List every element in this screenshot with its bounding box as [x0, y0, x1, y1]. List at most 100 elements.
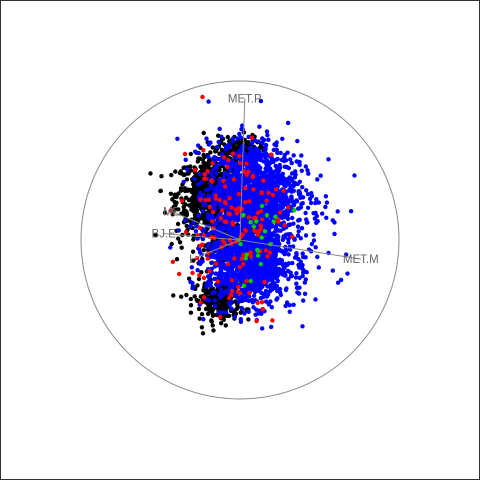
data-point	[210, 145, 215, 150]
data-point	[191, 206, 196, 211]
data-point	[259, 300, 265, 305]
anchor-label: L	[189, 254, 196, 266]
data-point	[291, 302, 296, 307]
data-point	[323, 194, 329, 199]
data-point	[220, 208, 225, 213]
data-point	[185, 171, 190, 176]
data-point	[240, 306, 245, 312]
data-point	[296, 218, 301, 223]
data-point	[224, 204, 230, 210]
data-point	[192, 294, 197, 299]
data-point	[345, 271, 350, 276]
data-point	[175, 221, 181, 227]
data-point	[281, 182, 287, 187]
data-point	[148, 171, 153, 176]
data-point	[233, 279, 239, 284]
data-point	[251, 187, 256, 192]
data-point	[222, 240, 227, 245]
points-layer	[148, 94, 357, 336]
data-point	[300, 185, 305, 190]
data-point	[316, 265, 321, 270]
data-point	[169, 241, 174, 247]
data-point	[213, 271, 218, 276]
data-point	[170, 212, 175, 217]
data-point	[177, 271, 182, 277]
data-point	[309, 193, 315, 199]
data-point	[192, 216, 198, 221]
data-point	[258, 261, 263, 267]
data-point	[254, 157, 259, 162]
data-point	[218, 157, 223, 162]
data-point	[320, 211, 325, 216]
unit-circle	[80, 80, 400, 400]
data-point	[260, 217, 265, 222]
data-point	[181, 172, 186, 178]
data-point	[311, 232, 316, 237]
data-point	[281, 188, 286, 193]
data-point	[280, 205, 285, 210]
data-point	[207, 268, 212, 274]
data-point	[221, 155, 227, 160]
data-point	[282, 152, 287, 158]
anchor-label: ME	[163, 206, 181, 218]
data-point	[204, 284, 209, 289]
data-point	[259, 172, 265, 178]
data-point	[181, 179, 186, 185]
data-point	[271, 232, 277, 237]
data-point	[222, 171, 228, 176]
data-point	[255, 277, 260, 282]
data-point	[249, 156, 254, 161]
data-point	[273, 249, 278, 255]
data-point	[246, 215, 251, 220]
data-point	[291, 203, 296, 208]
data-point	[311, 238, 317, 243]
data-point	[277, 210, 283, 215]
data-point	[318, 173, 323, 178]
data-point	[181, 165, 186, 170]
data-point	[184, 209, 189, 214]
data-point	[244, 234, 249, 240]
data-point	[303, 210, 308, 216]
data-point	[252, 138, 258, 143]
data-point	[257, 124, 262, 129]
data-point	[261, 178, 266, 183]
data-point	[296, 229, 301, 234]
data-point	[246, 309, 251, 314]
data-point	[200, 193, 205, 198]
data-point	[288, 157, 293, 162]
data-point	[244, 141, 249, 146]
data-point	[233, 226, 239, 231]
data-point	[230, 151, 236, 156]
data-point	[170, 259, 176, 264]
data-point	[283, 273, 288, 278]
data-point	[278, 292, 284, 298]
data-point	[251, 259, 257, 264]
data-point	[240, 224, 246, 229]
data-point	[244, 252, 249, 257]
data-point	[313, 200, 318, 206]
data-point	[294, 271, 299, 276]
data-point	[188, 168, 194, 173]
data-point	[284, 195, 289, 200]
data-point	[196, 213, 201, 218]
data-point	[300, 251, 305, 256]
data-point	[279, 157, 284, 163]
data-point	[283, 303, 288, 309]
data-point	[252, 167, 258, 172]
data-point	[297, 285, 302, 290]
data-point	[243, 228, 248, 234]
data-point	[227, 183, 232, 189]
data-point	[210, 290, 215, 296]
data-point	[277, 269, 282, 275]
data-point	[201, 130, 206, 136]
data-point	[262, 137, 267, 143]
data-point	[204, 136, 209, 141]
data-point	[281, 226, 286, 231]
data-point	[209, 178, 214, 183]
data-point	[199, 312, 205, 317]
data-point	[275, 288, 280, 294]
data-point	[308, 200, 314, 206]
data-point	[246, 271, 251, 276]
data-point	[200, 94, 205, 100]
data-point	[305, 168, 310, 173]
